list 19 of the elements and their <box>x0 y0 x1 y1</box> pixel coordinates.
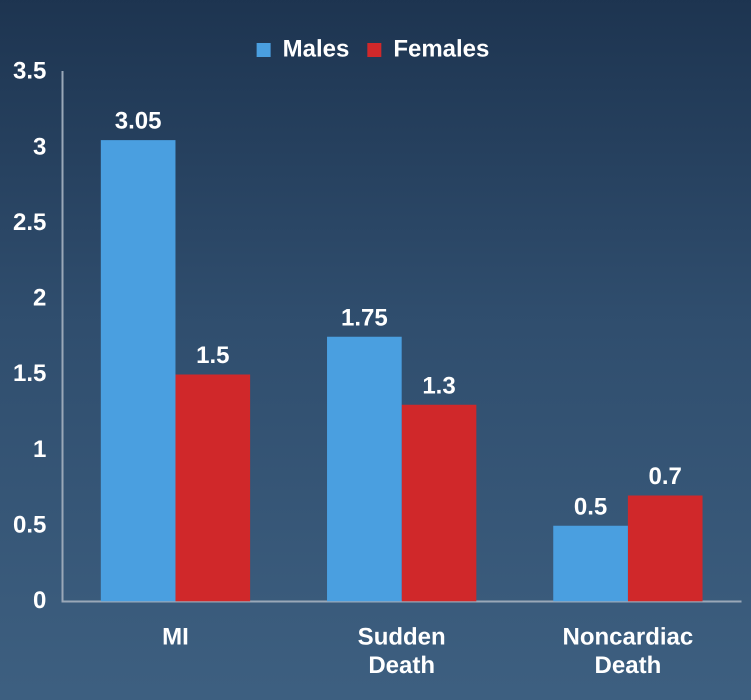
legend-label: Males <box>282 36 350 63</box>
data-label: 0.5 <box>574 493 608 520</box>
y-tick-label: 2.5 <box>12 208 46 236</box>
x-tick-label: Sudden Death <box>358 623 446 680</box>
y-tick-label: 3.5 <box>12 58 46 85</box>
x-tick-label: MI <box>162 623 189 650</box>
legend-label: Females <box>393 36 490 63</box>
data-label: 3.05 <box>114 108 162 135</box>
x-tick-label: Noncardiac Death <box>562 623 694 680</box>
y-tick-label: 0 <box>33 587 46 614</box>
data-label: 0.7 <box>648 463 682 490</box>
y-tick-label: 1 <box>33 436 46 463</box>
data-label: 1.5 <box>196 342 230 370</box>
data-label: 1.3 <box>422 372 456 400</box>
data-label: 1.75 <box>340 304 388 332</box>
y-tick-label: 0.5 <box>12 511 46 538</box>
y-tick-label: 2 <box>33 284 46 312</box>
y-tick-label: 1.5 <box>12 360 46 388</box>
y-tick-label: 3 <box>33 133 46 160</box>
